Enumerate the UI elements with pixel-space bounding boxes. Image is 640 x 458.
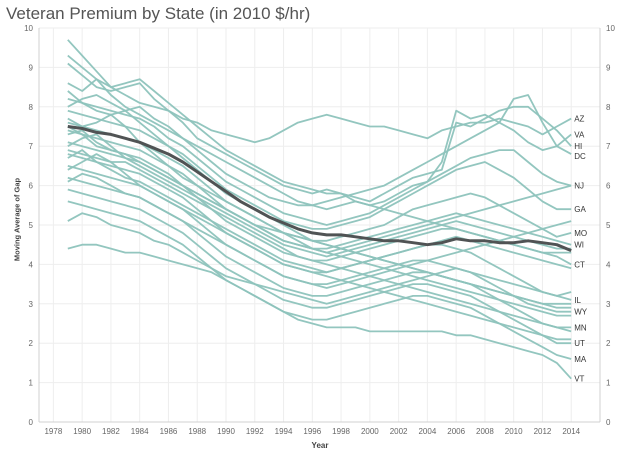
series-line-dc: [67, 90, 572, 207]
x-tick-label: 2000: [361, 427, 379, 436]
y-tick-label-left: 6: [29, 182, 34, 191]
y-tick-label-right: 6: [606, 182, 611, 191]
y-tick-label-left: 1: [29, 379, 34, 388]
state-label-dc: DC: [574, 152, 586, 161]
series-line-wi: [67, 129, 572, 250]
y-tick-label-right: 7: [606, 142, 611, 151]
y-tick-label-left: 4: [29, 260, 34, 269]
y-tick-label-right: 1: [606, 379, 611, 388]
series-line-il: [67, 153, 572, 301]
state-label-wi: WI: [574, 241, 584, 250]
state-label-mo: MO: [574, 229, 587, 238]
series-line: [67, 133, 572, 258]
x-tick-label: 2014: [562, 427, 580, 436]
series-line: [67, 149, 572, 274]
x-tick-label: 1992: [246, 427, 264, 436]
state-label-il: IL: [574, 296, 581, 305]
x-tick-label: 2012: [534, 427, 552, 436]
series-line-average: [67, 125, 572, 252]
series-line-ga: [67, 109, 572, 230]
x-tick-label: 1998: [332, 427, 350, 436]
y-tick-label-left: 0: [29, 418, 34, 427]
x-tick-label: 2002: [390, 427, 408, 436]
state-label-va: VA: [574, 130, 585, 139]
x-tick-label: 1990: [217, 427, 235, 436]
state-label-ga: GA: [574, 205, 586, 214]
series-line: [67, 153, 572, 341]
y-tick-label-left: 9: [29, 63, 34, 72]
x-tick-label: 1982: [102, 427, 120, 436]
x-axis-label: Year: [311, 441, 329, 450]
x-tick-label: 1988: [188, 427, 206, 436]
y-tick-label-right: 0: [606, 418, 611, 427]
series-line-ma: [67, 200, 572, 360]
x-tick-label: 1996: [303, 427, 321, 436]
state-label-hi: HI: [574, 142, 582, 151]
x-tick-label: 1986: [160, 427, 178, 436]
state-label-ct: CT: [574, 260, 585, 269]
series-line-nj: [67, 98, 572, 226]
x-tick-label: 2010: [505, 427, 523, 436]
y-tick-label-left: 3: [29, 300, 34, 309]
state-label-nj: NJ: [574, 182, 584, 191]
y-tick-label-right: 9: [606, 63, 611, 72]
x-tick-label: 1980: [73, 427, 91, 436]
x-tick-label: 2006: [447, 427, 465, 436]
series-line: [67, 54, 572, 254]
state-label-mn: MN: [574, 323, 587, 332]
series-line: [67, 172, 572, 289]
series-line-az: [67, 39, 572, 144]
y-tick-label-right: 8: [606, 103, 611, 112]
y-tick-label-right: 4: [606, 260, 611, 269]
state-label-vt: VT: [574, 375, 584, 384]
y-tick-label-left: 5: [29, 221, 34, 230]
x-tick-label: 2008: [476, 427, 494, 436]
chart-title: Veteran Premium by State (in 2010 $/hr): [6, 4, 311, 23]
series-line: [67, 125, 572, 317]
state-label-ma: MA: [574, 355, 587, 364]
y-tick-label-right: 3: [606, 300, 611, 309]
series-line-vt: [67, 243, 572, 380]
x-tick-label: 1994: [275, 427, 293, 436]
series-line-hi: [67, 78, 572, 203]
y-tick-label-right: 10: [606, 24, 615, 33]
state-label-wy: WY: [574, 308, 588, 317]
state-label-az: AZ: [574, 115, 584, 124]
y-tick-label-left: 10: [24, 24, 33, 33]
y-tick-label-right: 5: [606, 221, 611, 230]
x-tick-label: 1978: [44, 427, 62, 436]
series-line: [67, 129, 572, 309]
y-tick-label-left: 8: [29, 103, 34, 112]
y-tick-label-left: 2: [29, 339, 34, 348]
y-tick-label-left: 7: [29, 142, 34, 151]
y-tick-label-right: 2: [606, 339, 611, 348]
series-line: [67, 149, 572, 333]
x-tick-label: 1984: [131, 427, 149, 436]
x-tick-label: 2004: [418, 427, 436, 436]
series-line: [67, 212, 572, 305]
series-line-ut: [67, 188, 572, 345]
state-label-ut: UT: [574, 339, 585, 348]
